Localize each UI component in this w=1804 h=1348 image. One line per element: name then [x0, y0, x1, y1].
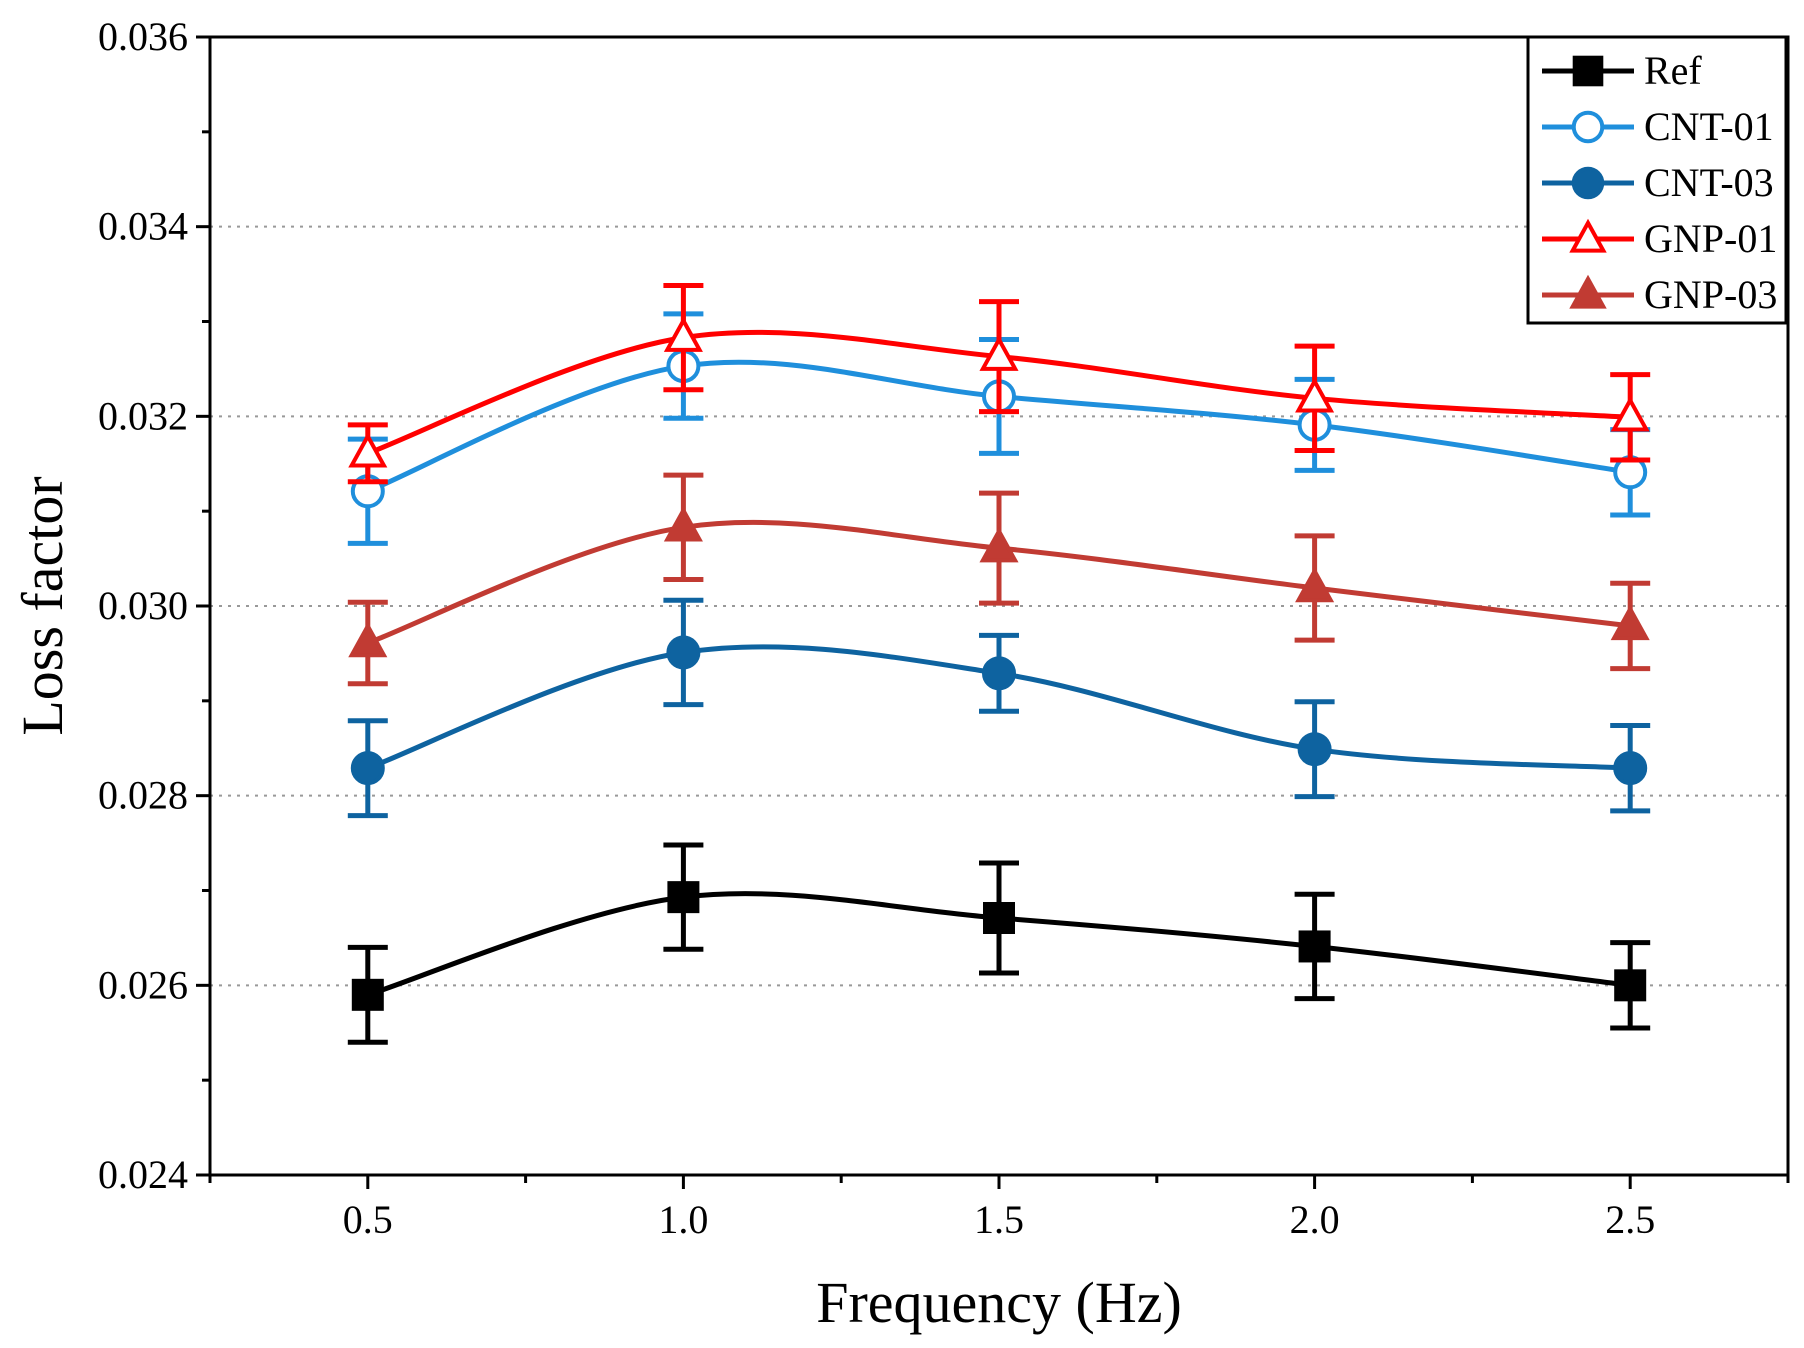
data-point [663, 506, 703, 542]
y-tick-label: 0.024 [98, 1152, 188, 1197]
x-tick-label: 0.5 [343, 1197, 393, 1242]
data-point [666, 635, 701, 670]
data-point [667, 881, 700, 914]
y-tick-label: 0.032 [98, 393, 188, 438]
data-point [1298, 930, 1331, 963]
data-point [1614, 969, 1647, 1002]
legend-label: CNT-03 [1644, 160, 1774, 205]
y-tick-label: 0.026 [98, 962, 188, 1007]
data-point [1610, 396, 1650, 432]
legend-marker [1569, 274, 1607, 309]
data-point [1295, 377, 1335, 413]
y-tick-label: 0.036 [98, 14, 188, 59]
data-point [1610, 604, 1650, 641]
legend-item: CNT-03 [1542, 160, 1774, 205]
data-point [1295, 566, 1335, 603]
x-axis-title: Frequency (Hz) [816, 1270, 1182, 1335]
legend-item: CNT-01 [1542, 104, 1774, 149]
legend-label: GNP-01 [1644, 216, 1777, 261]
data-point [351, 978, 384, 1011]
x-tick-label: 2.5 [1605, 1197, 1655, 1242]
y-axis-title: Loss factor [10, 476, 75, 735]
data-point [348, 432, 388, 468]
legend-item: GNP-01 [1542, 216, 1777, 261]
data-point [1613, 751, 1648, 786]
y-tick-label: 0.030 [98, 583, 188, 628]
legend: Ref CNT-01 CNT-03 GNP-01 GNP-03 [1526, 35, 1788, 325]
y-tick-label: 0.028 [98, 773, 188, 818]
legend-marker [1569, 218, 1607, 253]
data-point [1297, 732, 1332, 767]
y-tick-label: 0.034 [98, 204, 188, 249]
legend-label: CNT-01 [1644, 104, 1774, 149]
series-layer [347, 282, 1651, 1045]
data-point [350, 751, 385, 786]
data-point [663, 316, 703, 352]
grid-lines [210, 225, 1788, 987]
series-cnt-03 [347, 597, 1651, 819]
legend-marker [1572, 55, 1604, 87]
data-point [982, 656, 1016, 691]
legend-label: Ref [1644, 48, 1702, 93]
legend-item: GNP-03 [1542, 272, 1777, 317]
series-gnp-03 [347, 472, 1651, 687]
legend-marker [1571, 110, 1605, 144]
axis-ticks: 0.024 0.026 0.028 0.030 0.032 0.034 0.036 0.5 1.… [98, 14, 1790, 1242]
data-point [983, 902, 1015, 935]
data-point [348, 621, 388, 658]
legend-label: GNP-03 [1644, 272, 1777, 317]
legend-item: Ref [1542, 48, 1702, 93]
series-ref [347, 842, 1651, 1045]
series-gnp-01 [347, 282, 1651, 485]
data-point [979, 527, 1019, 563]
data-point [979, 335, 1019, 371]
x-tick-label: 1.0 [658, 1197, 708, 1242]
legend-marker [1571, 166, 1605, 200]
x-tick-label: 2.0 [1290, 1197, 1340, 1242]
x-tick-label: 1.5 [974, 1197, 1024, 1242]
legend-box [1526, 35, 1788, 325]
